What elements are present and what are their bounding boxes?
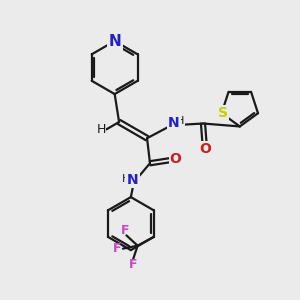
Text: N: N <box>127 173 138 187</box>
Text: F: F <box>113 242 122 255</box>
Text: H: H <box>176 116 184 126</box>
Text: O: O <box>170 152 182 167</box>
Text: F: F <box>129 258 137 271</box>
Text: F: F <box>121 224 129 238</box>
Text: N: N <box>168 116 180 130</box>
Text: O: O <box>200 142 212 155</box>
Text: S: S <box>218 106 228 120</box>
Text: N: N <box>108 34 121 49</box>
Text: H: H <box>122 174 130 184</box>
Text: H: H <box>96 123 106 136</box>
